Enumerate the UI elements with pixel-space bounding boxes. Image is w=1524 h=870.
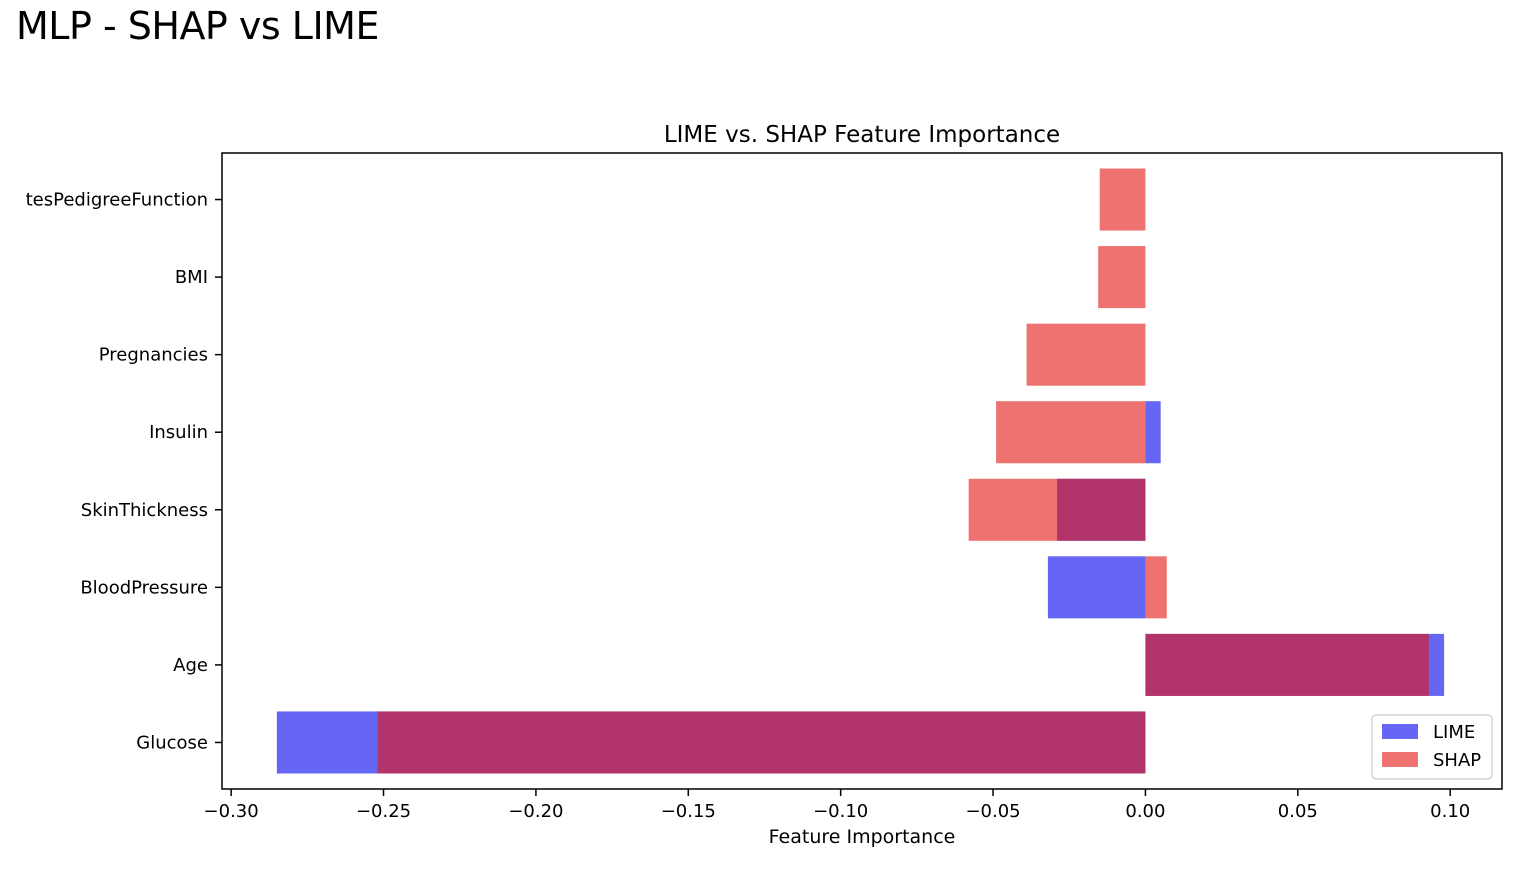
bar-lime [1047, 556, 1146, 619]
x-axis: −0.30 −0.25 −0.20 −0.15 −0.10 −0.05 0.00 0.05 0.… [204, 789, 1470, 822]
bar-lime [1145, 401, 1161, 464]
x-tick-label: 0.00 [1125, 801, 1165, 822]
y-tick-label: Glucose [136, 732, 208, 753]
plot-area [276, 168, 1445, 774]
chart-title: LIME vs. SHAP Feature Importance [664, 122, 1060, 148]
x-tick-label: −0.20 [508, 801, 563, 822]
slide-title: MLP - SHAP vs LIME [16, 4, 379, 48]
x-tick-label: 0.10 [1430, 801, 1470, 822]
bar-shap [1145, 556, 1167, 619]
x-tick-label: 0.05 [1278, 801, 1318, 822]
bar-shap [996, 401, 1146, 464]
plot-frame [221, 152, 1503, 790]
legend: LIME SHAP [1371, 714, 1493, 780]
x-axis-label: Feature Importance [769, 826, 956, 848]
bar-shap [377, 711, 1146, 774]
x-tick-label: −0.30 [204, 801, 259, 822]
bar-shap [1098, 246, 1146, 309]
y-tick-label: SkinThickness [81, 500, 208, 521]
x-tick-label: −0.10 [813, 801, 868, 822]
y-axis: tesPedigreeFunction BMI Pregnancies Insulin… [26, 190, 222, 753]
y-tick-label: Insulin [149, 422, 208, 443]
bar-shap [1099, 168, 1146, 231]
bar-shap [1145, 633, 1429, 696]
bar-shap [968, 478, 1146, 541]
y-tick-label: Pregnancies [99, 345, 208, 366]
y-tick-label: BloodPressure [80, 577, 208, 598]
y-tick-label: BMI [175, 267, 208, 288]
legend-swatch-shap [1382, 752, 1418, 767]
y-tick-label: Age [173, 655, 208, 676]
x-tick-label: −0.05 [965, 801, 1020, 822]
bar-shap [1026, 323, 1146, 386]
legend-label-shap: SHAP [1433, 750, 1481, 771]
legend-label-lime: LIME [1433, 722, 1475, 743]
x-tick-label: −0.15 [661, 801, 716, 822]
y-tick-label: tesPedigreeFunction [26, 190, 208, 211]
x-tick-label: −0.25 [356, 801, 411, 822]
legend-swatch-lime [1382, 724, 1418, 739]
